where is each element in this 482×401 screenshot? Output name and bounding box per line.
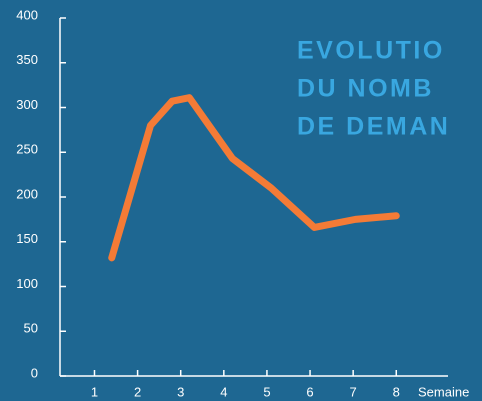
x-tick-label: 4 [220,384,227,399]
x-tick-label: 5 [263,384,270,399]
chart-title: EVOLUTIO [297,37,445,65]
x-tick-label: 3 [177,384,184,399]
y-tick-label: 200 [16,186,38,201]
y-tick-label: 350 [16,52,38,67]
chart-title: DE DEMAN [297,113,450,141]
x-tick-label: 7 [350,384,357,399]
x-tick-label: 6 [306,384,313,399]
chart-title: DU NOMB [297,75,434,103]
y-tick-label: 150 [16,231,38,246]
data-line [108,94,400,262]
x-axis-label: Semaine [418,384,469,399]
x-tick-label: 8 [393,384,400,399]
y-tick-label: 100 [16,276,38,291]
x-tick-label: 2 [134,384,141,399]
y-tick-label: 50 [24,321,38,336]
y-tick-label: 400 [16,7,38,22]
y-tick-label: 0 [31,365,38,380]
y-tick-label: 300 [16,97,38,112]
y-tick-label: 250 [16,142,38,157]
x-tick-label: 1 [91,384,98,399]
